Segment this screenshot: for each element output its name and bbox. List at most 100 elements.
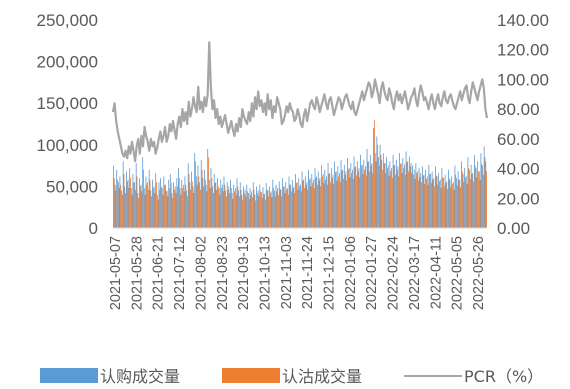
bar-call	[171, 193, 173, 228]
bar-put	[239, 196, 240, 228]
bar-put	[421, 182, 422, 228]
bar-call	[423, 174, 425, 228]
bar-put	[445, 183, 447, 228]
bar-call	[313, 179, 314, 228]
bar-call	[381, 159, 383, 228]
bar-call	[139, 178, 140, 228]
bar-call	[465, 176, 467, 228]
bar-call	[391, 168, 392, 228]
bar-call	[275, 184, 277, 228]
bar-call	[283, 186, 285, 228]
bar-put	[313, 188, 315, 228]
bar-put	[400, 163, 401, 228]
bar-call	[285, 182, 287, 228]
x-tick-label: 2021-05-07	[108, 236, 124, 310]
bar-put	[360, 165, 362, 228]
left-tick-label: 250,000	[37, 11, 98, 30]
x-tick-label: 2021-08-02	[193, 236, 209, 310]
bar-put	[182, 188, 183, 228]
bar-call	[332, 174, 334, 228]
bar-put	[130, 178, 131, 228]
bar-put	[442, 177, 444, 228]
bar-call	[373, 128, 374, 228]
bar-put	[221, 188, 222, 228]
bar-put	[468, 168, 470, 228]
bar-put	[458, 179, 460, 228]
bar-put	[398, 176, 400, 228]
bar-call	[140, 184, 142, 228]
bar-call	[273, 190, 275, 228]
bar-call	[153, 186, 155, 228]
bar-put	[463, 182, 465, 228]
bar-put	[188, 173, 190, 228]
bar-call	[365, 166, 366, 228]
bar-put	[406, 162, 408, 228]
bar-call	[339, 173, 340, 228]
bar-put	[391, 178, 393, 228]
bar-put	[278, 194, 279, 228]
bar-call	[218, 188, 220, 228]
bar-call	[127, 179, 129, 228]
right-tick-label: 60.00	[497, 130, 540, 149]
bar-put	[219, 194, 221, 228]
bar-call	[420, 173, 422, 228]
bar-call	[259, 184, 261, 228]
bar-put	[435, 175, 437, 228]
bar-call	[243, 186, 244, 228]
bar-put	[312, 183, 314, 228]
bar-call	[470, 164, 472, 228]
bar-put	[240, 189, 242, 228]
bar-call	[369, 154, 371, 228]
bar-call	[413, 169, 415, 228]
bar-call	[278, 181, 280, 228]
bar-put	[447, 188, 448, 228]
bar-put	[390, 171, 392, 228]
bar-put	[473, 181, 474, 228]
bar-put	[346, 180, 348, 228]
bar-put	[121, 194, 123, 228]
bar-call	[425, 169, 427, 228]
pcr-line	[111, 41, 489, 163]
bar-call	[330, 168, 332, 228]
bar-call	[457, 171, 459, 228]
bar-call	[272, 179, 274, 228]
bar-put	[354, 167, 356, 228]
bar-call	[217, 178, 218, 228]
bar-put	[193, 193, 195, 228]
bar-put	[304, 188, 305, 228]
bar-put	[170, 183, 172, 228]
bar-put	[300, 191, 302, 228]
bar-put	[141, 191, 143, 228]
bar-call	[392, 154, 394, 228]
bar-call	[480, 153, 482, 228]
bar-put	[226, 196, 227, 228]
x-tick-label: 2021-08-23	[215, 236, 231, 310]
bar-call	[241, 194, 243, 228]
bar-call	[184, 176, 186, 228]
bar-call	[189, 182, 191, 228]
bar-put	[450, 187, 452, 228]
bar-call	[119, 176, 121, 228]
bar-call	[408, 156, 410, 228]
bar-put	[330, 182, 331, 228]
bar-put	[156, 182, 157, 228]
bar-put	[149, 179, 151, 228]
bar-put	[123, 173, 125, 228]
bar-call	[280, 189, 282, 228]
bar-call	[160, 178, 161, 228]
bar-put	[443, 186, 445, 228]
bar-call	[366, 148, 368, 228]
bar-put	[144, 194, 146, 228]
bar-call	[121, 190, 122, 228]
bar-put	[169, 188, 170, 228]
bar-put	[338, 176, 340, 228]
bar-call	[173, 182, 174, 228]
bar-call	[449, 179, 451, 228]
bar-call	[368, 161, 370, 228]
bar-put	[178, 178, 180, 228]
bar-call	[233, 184, 235, 228]
bar-put	[452, 183, 453, 228]
bar-call	[374, 153, 376, 228]
